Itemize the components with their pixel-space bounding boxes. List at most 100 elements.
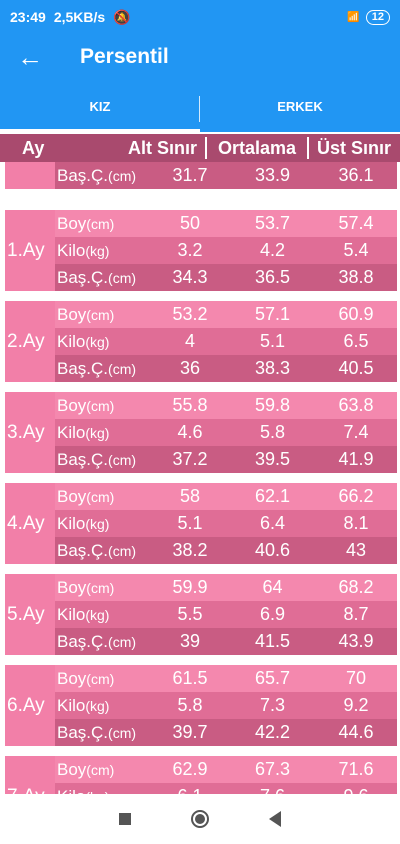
value-alt: 39.7 xyxy=(172,722,208,742)
row-label-unit: (cm) xyxy=(86,397,115,414)
table-row: Boy(cm) 62.9 67.3 71.6 xyxy=(55,756,397,783)
value-ust: 63.8 xyxy=(338,395,374,415)
value-ortalama: 38.3 xyxy=(254,358,291,378)
value-ortalama: 4.2 xyxy=(259,240,286,260)
value-ust: 57.4 xyxy=(338,213,374,233)
value-ortalama: 7.3 xyxy=(259,695,286,715)
row-label-unit: (cm) xyxy=(86,215,115,232)
month-group: 4.Ay Boy(cm) 58 62.1 66.2 Kilo(kg) 5.1 6.4 8.1 Ba… xyxy=(5,483,397,564)
value-ortalama: 6.9 xyxy=(259,604,286,624)
status-time: 23:49 xyxy=(10,9,46,25)
status-speed: 2,5KB/s xyxy=(53,9,106,25)
value-alt: 59.9 xyxy=(172,577,208,597)
header-alt: Alt Sınır xyxy=(127,137,197,158)
tab-kiz[interactable]: KIZ xyxy=(0,80,200,132)
row-label-unit: (kg) xyxy=(85,515,110,532)
percentile-table[interactable]: Baş.Ç.(cm) 31.7 33.9 36.1 1.Ay Boy(cm) 50 53.7 5… xyxy=(0,162,400,794)
row-label-unit: (cm) xyxy=(108,167,137,184)
value-ust: 44.6 xyxy=(338,722,374,742)
value-ortalama: 5.8 xyxy=(259,422,286,442)
month-group: 2.Ay Boy(cm) 53.2 57.1 60.9 Kilo(kg) 4 5.1 6.5 Ba… xyxy=(5,301,397,382)
table-row: Kilo(kg) 5.8 7.3 9.2 xyxy=(55,692,397,719)
row-label-unit: (cm) xyxy=(108,451,137,468)
row-label-unit: (kg) xyxy=(85,424,110,441)
square-icon[interactable] xyxy=(119,813,131,825)
value-ust: 71.6 xyxy=(338,759,374,779)
row-label-text: Baş.Ç. xyxy=(57,722,109,742)
value-alt: 50 xyxy=(179,213,201,233)
row-label-unit: (cm) xyxy=(108,542,137,559)
month-label: 6.Ay xyxy=(5,665,55,746)
row-label-unit: (cm) xyxy=(108,633,137,650)
row-label-unit: (cm) xyxy=(86,579,115,596)
row-label-text: Boy xyxy=(57,577,87,597)
value-alt: 37.2 xyxy=(172,449,208,469)
row-label-text: Boy xyxy=(57,304,87,324)
value-ortalama: 5.1 xyxy=(259,331,286,351)
row-label-unit: (kg) xyxy=(85,789,109,795)
row-label-unit: (kg) xyxy=(85,697,110,714)
month-label: 2.Ay xyxy=(5,301,55,382)
row-label: Baş.Ç.(cm) xyxy=(55,359,150,379)
value-alt: 55.8 xyxy=(172,395,208,415)
row-label-text: Baş.Ç. xyxy=(57,165,109,185)
nav-bar xyxy=(0,794,400,844)
value-ust: 5.4 xyxy=(343,240,369,260)
value-alt: 61.5 xyxy=(172,668,208,688)
value-alt: 3.2 xyxy=(177,240,203,260)
value-alt: 31.7 xyxy=(172,165,208,185)
value-alt: 34.3 xyxy=(172,267,208,287)
row-label: Baş.Ç.(cm) xyxy=(55,450,150,470)
value-ortalama: 33.9 xyxy=(254,165,291,185)
triangle-back-icon[interactable] xyxy=(269,811,281,827)
value-alt: 36 xyxy=(179,358,201,378)
row-label-unit: (kg) xyxy=(85,242,110,259)
month-label: 3.Ay xyxy=(5,392,55,473)
value-ortalama: 36.5 xyxy=(254,267,291,287)
table-row: Baş.Ç.(cm) 37.2 39.5 41.9 xyxy=(55,446,397,473)
row-label-text: Baş.Ç. xyxy=(57,540,109,560)
row-label-unit: (kg) xyxy=(85,606,110,623)
value-ust: 60.9 xyxy=(338,304,374,324)
row-label-text: Boy xyxy=(57,395,87,415)
arrow-left-icon[interactable]: ← xyxy=(17,42,43,72)
value-alt: 58 xyxy=(179,486,201,506)
header-divider xyxy=(205,137,207,159)
table-row: Baş.Ç.(cm) 34.3 36.5 38.8 xyxy=(55,264,397,291)
row-label: Baş.Ç.(cm) xyxy=(55,723,150,743)
row-label-text: Boy xyxy=(57,486,87,506)
row-label-unit: (kg) xyxy=(85,333,110,350)
row-label-text: Boy xyxy=(57,759,87,779)
value-ortalama: 53.7 xyxy=(254,213,291,233)
month-cell xyxy=(5,162,55,189)
value-ust: 68.2 xyxy=(338,577,374,597)
row-label-unit: (cm) xyxy=(86,488,115,505)
value-ortalama: 59.8 xyxy=(254,395,291,415)
value-ust: 6.5 xyxy=(343,331,369,351)
value-ust: 40.5 xyxy=(338,358,374,378)
tab-erkek[interactable]: ERKEK xyxy=(277,98,323,114)
value-alt: 4 xyxy=(184,331,195,351)
circle-icon[interactable] xyxy=(191,810,209,828)
signal-icon: 📶 xyxy=(347,11,360,23)
value-ortalama: 67.3 xyxy=(254,759,291,779)
row-label-unit: (cm) xyxy=(86,306,115,323)
value-ortalama: 64 xyxy=(262,577,283,597)
value-alt: 39 xyxy=(179,631,201,651)
row-label: Boy(cm) xyxy=(55,396,150,416)
value-ortalama: 65.7 xyxy=(254,668,291,688)
table-row: Baş.Ç.(cm) 31.7 33.9 36.1 xyxy=(55,162,397,189)
app-bar: ← Persentil xyxy=(0,34,400,80)
value-ust: 7.4 xyxy=(343,422,369,442)
header-divider xyxy=(307,137,309,159)
value-alt: 38.2 xyxy=(172,540,208,560)
value-ust: 43.9 xyxy=(338,631,374,651)
value-ust: 9.6 xyxy=(315,786,397,794)
table-row: Boy(cm) 50 53.7 57.4 xyxy=(55,210,397,237)
value-ust: 8.1 xyxy=(343,513,369,533)
month-group: 6.Ay Boy(cm) 61.5 65.7 70 Kilo(kg) 5.8 7.3 9.2 Ba… xyxy=(5,665,397,746)
row-label: Boy(cm) xyxy=(55,760,150,780)
table-row: Baş.Ç.(cm) 39 41.5 43.9 xyxy=(55,628,397,655)
row-label-unit: (cm) xyxy=(86,670,115,687)
month-group: 3.Ay Boy(cm) 55.8 59.8 63.8 Kilo(kg) 4.6 5.8 7.4… xyxy=(5,392,397,473)
